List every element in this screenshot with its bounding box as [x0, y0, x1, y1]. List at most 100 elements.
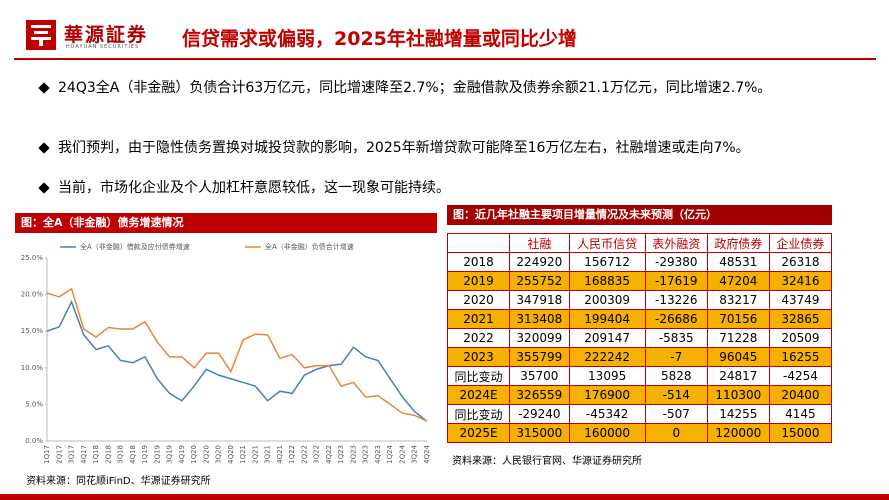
table-cell: 156712 — [568, 252, 646, 272]
table-row: 2022 320099 209147 -5835 71228 20509 — [446, 328, 833, 348]
table-cell: 168835 — [568, 271, 646, 291]
header-cell — [446, 233, 511, 253]
header-cell: 人民币信贷 — [568, 233, 646, 253]
row-label: 2021 — [446, 309, 511, 329]
y-tick-label: 15.0% — [21, 327, 44, 335]
legend-label: 全A（非金融）负债合计增速 — [265, 242, 354, 251]
table-cell: 20400 — [768, 385, 833, 405]
table-cell: 5828 — [644, 366, 708, 386]
table-row: 2020 347918 200309 -13226 83217 43749 — [446, 290, 833, 310]
table-cell: -45342 — [568, 404, 646, 424]
x-tick-label: 3Q24 — [411, 444, 419, 463]
header-cell: 政府债券 — [706, 233, 770, 253]
table-title: 图：近几年社融主要项目增量情况及未来预测（亿元） — [447, 205, 832, 225]
row-label: 同比变动 — [446, 366, 511, 386]
table-cell: 35700 — [509, 366, 570, 386]
table-cell: -4254 — [768, 366, 833, 386]
x-tick-label: 4Q21 — [276, 445, 284, 464]
y-tick-label: 5.0% — [25, 400, 43, 408]
x-tick-label: 4Q23 — [374, 445, 382, 464]
table-cell: 48531 — [706, 252, 770, 272]
x-tick-label: 4Q18 — [129, 445, 137, 464]
y-tick-label: 0.0% — [25, 437, 43, 445]
bullet: 当前，市场化企业及个人加杠杆意愿较低，这一现象可能持续。 — [38, 178, 888, 198]
table-cell: -5835 — [644, 328, 708, 348]
slide-title: 信贷需求或偏弱，2025年社融增量或同比少增 — [182, 28, 577, 50]
x-tick-label: 1Q22 — [288, 445, 296, 464]
footer-bar — [0, 494, 889, 500]
table-row: 同比变动 35700 13095 5828 24817 -4254 — [446, 366, 833, 386]
y-tick-label: 20.0% — [21, 291, 44, 299]
table-cell: 315000 — [509, 423, 570, 443]
row-label: 2019 — [446, 271, 511, 291]
logo-text: 華源証券 — [64, 24, 149, 46]
table-cell: 255752 — [509, 271, 570, 291]
table-cell: 199404 — [568, 309, 646, 329]
bullet-text: 24Q3全A（非金融）负债合计63万亿元，同比增速降至2.7%；金融借款及债券余… — [58, 80, 772, 96]
table-cell: 120000 — [706, 423, 770, 443]
row-label: 2020 — [446, 290, 511, 310]
x-tick-label: 2Q23 — [349, 445, 357, 464]
table-cell: 4145 — [768, 404, 833, 424]
table-cell: 47204 — [706, 271, 770, 291]
table-cell: 83217 — [706, 290, 770, 310]
table-cell: 14255 — [706, 404, 770, 424]
row-label: 2022 — [446, 328, 511, 348]
row-label: 2023 — [446, 347, 511, 367]
x-tick-label: 2Q19 — [153, 445, 161, 464]
table-cell: -7 — [644, 347, 708, 367]
table-cell: 176900 — [568, 385, 646, 405]
table-cell: -29380 — [644, 252, 708, 272]
x-tick-label: 1Q18 — [92, 445, 100, 464]
row-label: 2024E — [446, 385, 511, 405]
x-tick-label: 3Q17 — [68, 445, 76, 464]
x-tick-label: 3Q22 — [313, 445, 321, 464]
table-cell: 347918 — [509, 290, 570, 310]
table-cell: 222242 — [568, 347, 646, 367]
table-cell: 224920 — [509, 252, 570, 272]
series-line — [46, 300, 428, 422]
y-tick-label: 10.0% — [21, 364, 44, 372]
table-row: 2021 313408 199404 -26686 70156 32865 — [446, 309, 833, 329]
table-row: 2018 224920 156712 -29380 48531 26318 — [446, 252, 833, 272]
table-cell: 16255 — [768, 347, 833, 367]
table-cell: 26318 — [768, 252, 833, 272]
data-table: 社融 人民币信贷 表外融资 政府债券 企业债券 2018 224920 156712 -2938… — [446, 233, 833, 443]
header-cell: 社融 — [509, 233, 570, 253]
legend-label: 全A（非金融）借款及应付债券增速 — [80, 242, 190, 251]
y-tick-label: 25.0% — [21, 254, 44, 262]
table-cell: 32865 — [768, 309, 833, 329]
x-tick-label: 4Q24 — [423, 444, 431, 463]
table-cell: 355799 — [509, 347, 570, 367]
table-cell: 32416 — [768, 271, 833, 291]
chart-source: 资料来源：同花顺iFinD、华源证券研究所 — [26, 476, 211, 487]
x-tick-label: 3Q18 — [117, 445, 125, 464]
table-row: 2024E 326559 176900 -514 110300 20400 — [446, 385, 833, 405]
table-cell: 15000 — [768, 423, 833, 443]
table-row: 2019 255752 168835 -17619 47204 32416 — [446, 271, 833, 291]
x-tick-label: 3Q20 — [215, 445, 223, 464]
bullet-text: 我们预判，由于隐性债务置换对城投贷款的影响，2025年新增贷款可能降至16万亿左… — [58, 140, 750, 156]
x-tick-label: 1Q17 — [43, 445, 51, 464]
x-tick-label: 3Q21 — [264, 445, 272, 464]
table-cell: -507 — [644, 404, 708, 424]
table-cell: 110300 — [706, 385, 770, 405]
table-row: 2025E 315000 160000 0 120000 15000 — [446, 423, 833, 443]
x-tick-label: 2Q21 — [251, 445, 259, 464]
table-cell: 0 — [644, 423, 708, 443]
bullet: 我们预判，由于隐性债务置换对城投贷款的影响，2025年新增贷款可能降至16万亿左… — [38, 138, 888, 158]
table-row: 同比变动 -29240 -45342 -507 14255 4145 — [446, 404, 833, 424]
chart-title: 图：全A（非金融）债务增速情况 — [15, 213, 437, 233]
x-tick-label: 3Q19 — [166, 445, 174, 464]
table-cell: 320099 — [509, 328, 570, 348]
x-tick-label: 4Q22 — [325, 445, 333, 464]
table-cell: 209147 — [568, 328, 646, 348]
x-tick-label: 1Q19 — [141, 445, 149, 464]
table-cell: 313408 — [509, 309, 570, 329]
table-cell: 13095 — [568, 366, 646, 386]
divider — [14, 58, 876, 60]
x-tick-label: 4Q20 — [227, 445, 235, 464]
table-row: 2023 355799 222242 -7 96045 16255 — [446, 347, 833, 367]
x-tick-label: 4Q19 — [178, 445, 186, 464]
x-tick-label: 4Q17 — [80, 445, 88, 464]
